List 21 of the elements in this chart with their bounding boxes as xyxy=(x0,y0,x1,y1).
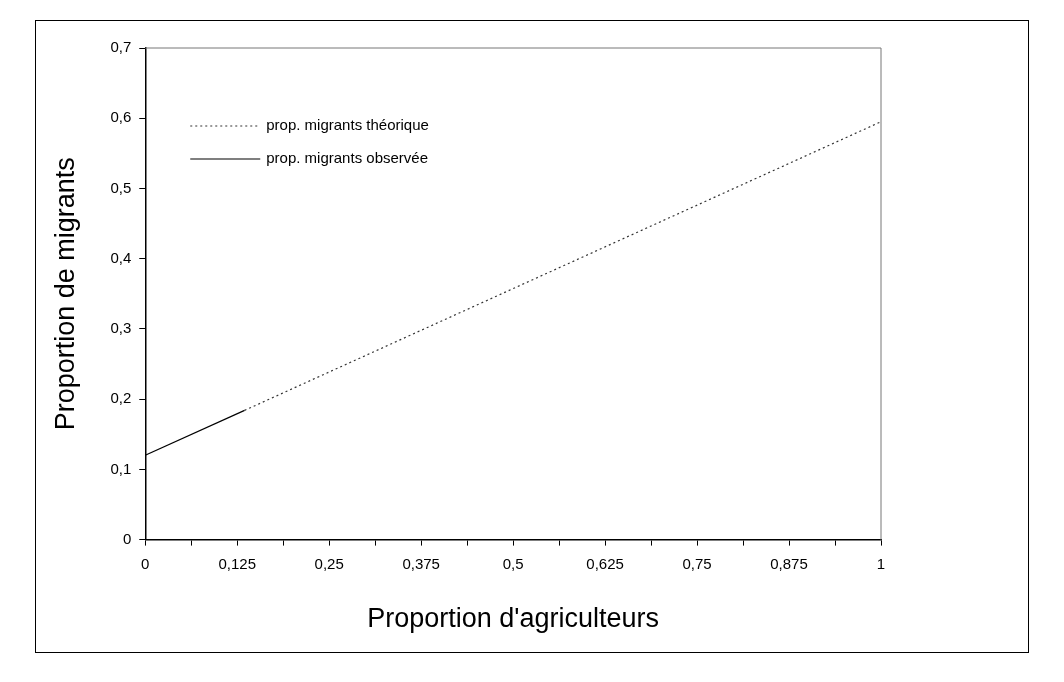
x-axis-title: Proportion d'agriculteurs xyxy=(367,603,660,634)
x-tick-label: 0,75 xyxy=(682,554,712,572)
y-tick-label: 0,1 xyxy=(110,459,132,477)
x-tick-label: 0,125 xyxy=(218,554,256,572)
x-tick-label: 0,625 xyxy=(586,554,624,572)
y-tick-label: 0,5 xyxy=(110,178,132,196)
legend-label: prop. migrants théorique xyxy=(266,116,429,134)
legend-label: prop. migrants observée xyxy=(266,149,428,167)
x-tick-label: 1 xyxy=(876,554,886,572)
x-tick-label: 0,25 xyxy=(314,554,344,572)
x-tick-label: 0,875 xyxy=(770,554,808,572)
y-tick-label: 0,4 xyxy=(110,248,132,266)
x-tick-label: 0,5 xyxy=(502,554,524,572)
y-tick-label: 0,3 xyxy=(110,319,132,337)
y-tick-label: 0,2 xyxy=(110,389,132,407)
x-tick-label: 0,375 xyxy=(402,554,440,572)
x-tick-label: 0 xyxy=(141,554,150,572)
y-axis-title: Proportion de migrants xyxy=(49,157,80,431)
y-tick-label: 0,7 xyxy=(110,38,132,56)
y-tick-label: 0,6 xyxy=(110,108,132,126)
y-tick-label: 0 xyxy=(122,529,132,547)
